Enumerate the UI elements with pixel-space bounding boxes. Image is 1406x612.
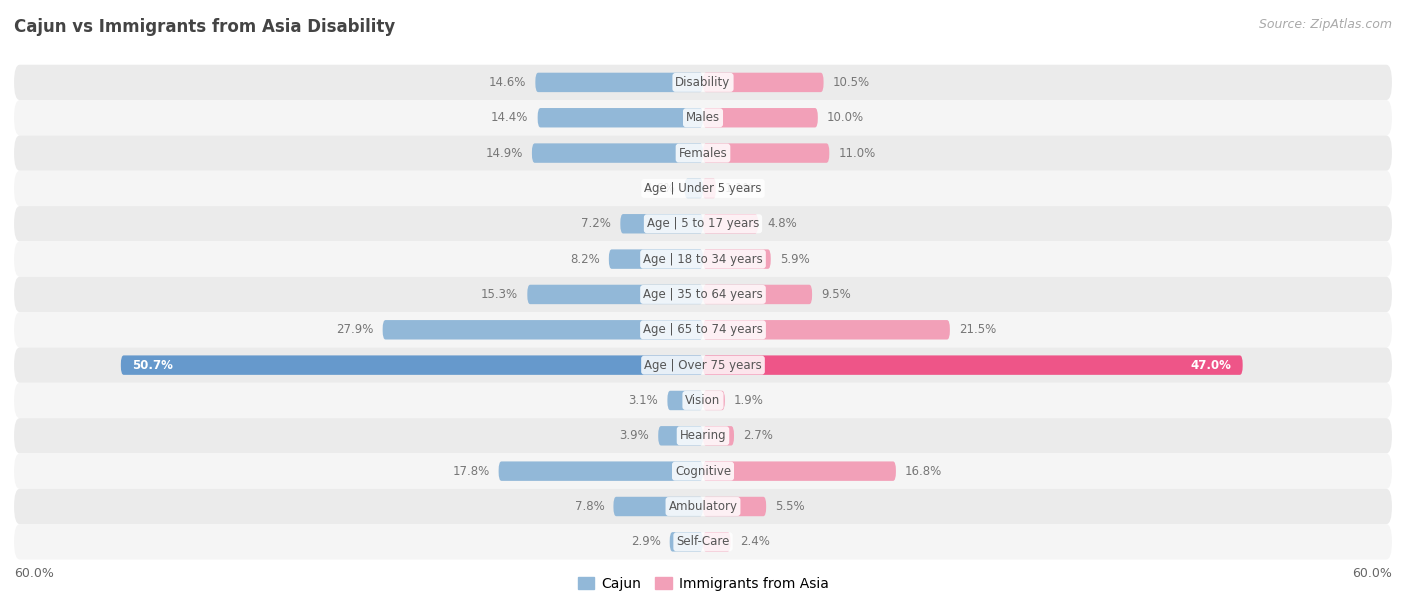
FancyBboxPatch shape [685, 179, 703, 198]
FancyBboxPatch shape [14, 100, 1392, 135]
FancyBboxPatch shape [703, 214, 758, 234]
Text: Source: ZipAtlas.com: Source: ZipAtlas.com [1258, 18, 1392, 31]
FancyBboxPatch shape [14, 206, 1392, 242]
Text: Vision: Vision [685, 394, 721, 407]
FancyBboxPatch shape [14, 65, 1392, 100]
Text: 5.9%: 5.9% [780, 253, 810, 266]
FancyBboxPatch shape [658, 426, 703, 446]
Text: Age | 5 to 17 years: Age | 5 to 17 years [647, 217, 759, 230]
Text: 2.7%: 2.7% [744, 429, 773, 442]
Text: Self-Care: Self-Care [676, 536, 730, 548]
FancyBboxPatch shape [536, 73, 703, 92]
Text: 9.5%: 9.5% [821, 288, 851, 301]
Text: 15.3%: 15.3% [481, 288, 519, 301]
Text: Females: Females [679, 147, 727, 160]
FancyBboxPatch shape [382, 320, 703, 340]
Text: Hearing: Hearing [679, 429, 727, 442]
FancyBboxPatch shape [14, 171, 1392, 206]
Text: Cajun vs Immigrants from Asia Disability: Cajun vs Immigrants from Asia Disability [14, 18, 395, 36]
Text: 21.5%: 21.5% [959, 323, 997, 336]
Text: 7.8%: 7.8% [575, 500, 605, 513]
Text: 10.0%: 10.0% [827, 111, 865, 124]
Text: 5.5%: 5.5% [775, 500, 806, 513]
FancyBboxPatch shape [703, 497, 766, 516]
FancyBboxPatch shape [14, 453, 1392, 489]
Text: 2.4%: 2.4% [740, 536, 769, 548]
Text: 50.7%: 50.7% [132, 359, 173, 371]
FancyBboxPatch shape [121, 356, 703, 375]
Text: Age | 18 to 34 years: Age | 18 to 34 years [643, 253, 763, 266]
FancyBboxPatch shape [14, 489, 1392, 524]
FancyBboxPatch shape [531, 143, 703, 163]
FancyBboxPatch shape [14, 135, 1392, 171]
FancyBboxPatch shape [14, 242, 1392, 277]
Text: 1.6%: 1.6% [645, 182, 675, 195]
Text: 27.9%: 27.9% [336, 323, 374, 336]
Text: 14.4%: 14.4% [491, 111, 529, 124]
FancyBboxPatch shape [14, 524, 1392, 559]
FancyBboxPatch shape [703, 532, 731, 551]
Text: 8.2%: 8.2% [569, 253, 599, 266]
FancyBboxPatch shape [669, 532, 703, 551]
Text: Age | Under 5 years: Age | Under 5 years [644, 182, 762, 195]
FancyBboxPatch shape [527, 285, 703, 304]
Text: 16.8%: 16.8% [905, 465, 942, 477]
FancyBboxPatch shape [703, 73, 824, 92]
Text: 3.1%: 3.1% [628, 394, 658, 407]
Text: 2.9%: 2.9% [631, 536, 661, 548]
FancyBboxPatch shape [703, 143, 830, 163]
Text: Age | 35 to 64 years: Age | 35 to 64 years [643, 288, 763, 301]
FancyBboxPatch shape [703, 426, 734, 446]
FancyBboxPatch shape [703, 108, 818, 127]
FancyBboxPatch shape [537, 108, 703, 127]
Text: 14.9%: 14.9% [485, 147, 523, 160]
Text: 60.0%: 60.0% [1353, 567, 1392, 580]
FancyBboxPatch shape [14, 382, 1392, 418]
Text: 4.8%: 4.8% [768, 217, 797, 230]
FancyBboxPatch shape [499, 461, 703, 481]
Legend: Cajun, Immigrants from Asia: Cajun, Immigrants from Asia [572, 571, 834, 596]
FancyBboxPatch shape [14, 312, 1392, 348]
FancyBboxPatch shape [613, 497, 703, 516]
FancyBboxPatch shape [14, 277, 1392, 312]
Text: 1.9%: 1.9% [734, 394, 763, 407]
FancyBboxPatch shape [668, 390, 703, 410]
Text: 3.9%: 3.9% [619, 429, 650, 442]
Text: 60.0%: 60.0% [14, 567, 53, 580]
Text: Age | Over 75 years: Age | Over 75 years [644, 359, 762, 371]
FancyBboxPatch shape [703, 179, 716, 198]
Text: Age | 65 to 74 years: Age | 65 to 74 years [643, 323, 763, 336]
FancyBboxPatch shape [703, 285, 813, 304]
Text: 1.1%: 1.1% [725, 182, 755, 195]
Text: Disability: Disability [675, 76, 731, 89]
FancyBboxPatch shape [620, 214, 703, 234]
FancyBboxPatch shape [703, 249, 770, 269]
FancyBboxPatch shape [703, 390, 725, 410]
FancyBboxPatch shape [703, 461, 896, 481]
Text: 14.6%: 14.6% [489, 76, 526, 89]
FancyBboxPatch shape [14, 418, 1392, 453]
FancyBboxPatch shape [609, 249, 703, 269]
Text: 10.5%: 10.5% [832, 76, 870, 89]
Text: Ambulatory: Ambulatory [668, 500, 738, 513]
Text: 17.8%: 17.8% [453, 465, 489, 477]
Text: 7.2%: 7.2% [581, 217, 612, 230]
Text: Males: Males [686, 111, 720, 124]
FancyBboxPatch shape [703, 356, 1243, 375]
FancyBboxPatch shape [14, 348, 1392, 382]
FancyBboxPatch shape [703, 320, 950, 340]
Text: Cognitive: Cognitive [675, 465, 731, 477]
Text: 47.0%: 47.0% [1191, 359, 1232, 371]
Text: 11.0%: 11.0% [838, 147, 876, 160]
